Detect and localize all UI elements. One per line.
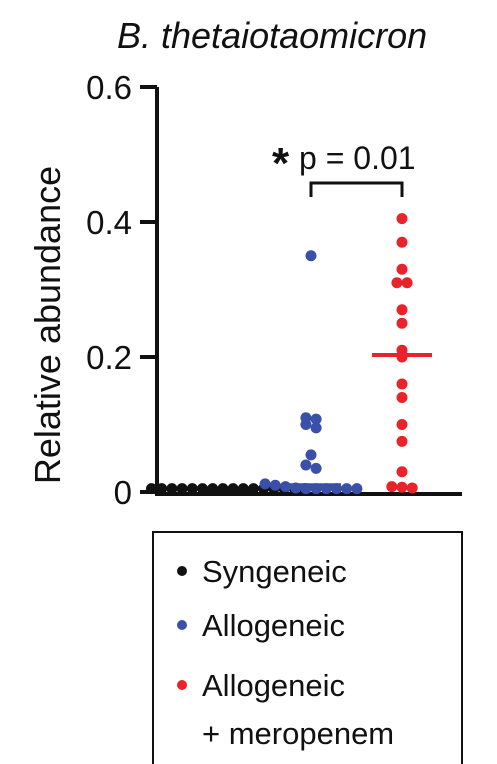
data-point xyxy=(396,263,408,275)
y-tick-label: 0.4 xyxy=(86,204,132,241)
data-point xyxy=(406,482,418,494)
legend-label-allogeneic-meropenem: Allogeneic xyxy=(202,668,345,703)
y-axis-label: Relative abundance xyxy=(27,166,68,484)
data-point xyxy=(396,466,408,478)
legend-label-syngeneic: Syngeneic xyxy=(202,554,347,589)
data-point xyxy=(396,236,408,248)
data-point xyxy=(396,378,408,390)
y-tick-label: 0.6 xyxy=(86,69,132,106)
data-point xyxy=(310,462,322,474)
legend-label-meropenem-line2: + meropenem xyxy=(202,716,394,751)
legend-marker-allogeneic xyxy=(177,620,187,630)
data-point xyxy=(310,422,322,434)
data-point xyxy=(341,483,353,495)
data-point xyxy=(396,213,408,225)
legend-box xyxy=(152,531,463,764)
data-point xyxy=(300,419,312,430)
data-point xyxy=(259,478,271,490)
significance-annotation: * p = 0.01 xyxy=(272,139,416,197)
y-tick-label: 0 xyxy=(114,474,132,511)
data-point xyxy=(176,483,188,495)
y-axis-ticks: 0 0.2 0.4 0.6 xyxy=(86,69,157,511)
median-lines xyxy=(198,352,432,494)
data-point xyxy=(396,435,408,447)
legend-marker-allogeneic-meropenem xyxy=(177,680,187,690)
data-point xyxy=(166,483,178,495)
data-point xyxy=(396,304,408,316)
data-point xyxy=(269,479,281,491)
legend-marker-syngeneic xyxy=(177,566,187,576)
data-point xyxy=(396,419,408,430)
significance-bracket xyxy=(309,181,404,197)
significance-star: * xyxy=(272,139,290,188)
data-point xyxy=(351,483,363,495)
data-point xyxy=(386,481,398,493)
data-point xyxy=(186,483,198,495)
chart-title: B. thetaiotaomicron xyxy=(117,15,427,56)
data-point xyxy=(396,392,408,403)
data-point xyxy=(391,277,403,289)
data-point xyxy=(396,481,408,493)
data-point xyxy=(396,317,408,329)
data-point xyxy=(305,250,317,262)
data-point xyxy=(300,459,312,471)
p-value-label: p = 0.01 xyxy=(299,140,416,176)
legend-label-allogeneic: Allogeneic xyxy=(202,608,345,643)
data-point xyxy=(310,413,322,425)
y-tick-label: 0.2 xyxy=(86,339,132,376)
data-point xyxy=(305,449,317,461)
data-points xyxy=(146,213,418,495)
data-point xyxy=(156,483,168,495)
data-point xyxy=(146,483,157,495)
legend: Syngeneic Allogeneic Allogeneic + merope… xyxy=(152,531,463,764)
data-point xyxy=(401,277,413,289)
